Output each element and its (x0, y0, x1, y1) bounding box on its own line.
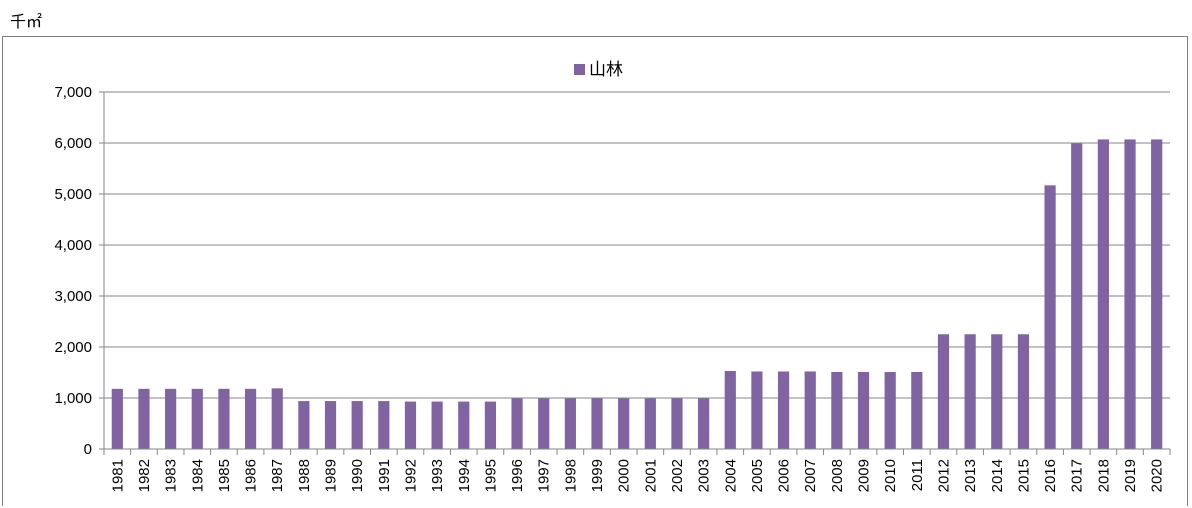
x-tick-label: 2018 (1095, 459, 1112, 492)
bar (138, 388, 150, 449)
bar (1151, 139, 1163, 449)
x-tick-label: 2003 (696, 459, 713, 492)
bar (591, 398, 603, 449)
bar (911, 371, 923, 449)
bar (618, 398, 630, 449)
bar (511, 398, 523, 449)
bar (1097, 139, 1109, 449)
bar (378, 401, 390, 449)
x-tick-label: 2004 (722, 459, 739, 492)
bar (538, 398, 550, 449)
bar (857, 371, 870, 449)
x-tick-label: 2011 (909, 459, 926, 491)
x-tick-label: 2020 (1149, 459, 1166, 492)
x-tick-label: 2013 (962, 459, 979, 492)
x-tick-label: 1986 (243, 459, 260, 492)
bar (191, 388, 203, 449)
x-tick-label: 2005 (749, 459, 766, 492)
bar (458, 401, 470, 449)
x-tick-label: 2009 (856, 459, 873, 492)
bar (991, 334, 1003, 449)
x-tick-label: 2002 (669, 459, 686, 492)
y-tick-label: 5,000 (54, 186, 92, 203)
x-tick-label: 2015 (1015, 459, 1032, 492)
x-tick-label: 2007 (802, 459, 819, 492)
bar (404, 401, 417, 449)
x-tick-label: 2001 (642, 459, 659, 492)
x-tick-label: 2019 (1122, 459, 1139, 492)
bar (244, 388, 257, 449)
x-tick-label: 1989 (323, 459, 340, 492)
x-tick-label: 1993 (429, 459, 446, 492)
x-tick-label: 1987 (269, 459, 286, 492)
y-tick-label: 7,000 (54, 84, 92, 101)
y-tick-label: 1,000 (54, 390, 92, 407)
x-tick-label: 1994 (456, 459, 473, 492)
chart-frame (2, 36, 1188, 506)
bar (777, 371, 790, 449)
bar (884, 371, 896, 449)
bar (751, 371, 763, 449)
bar (937, 334, 950, 449)
legend-swatch (574, 64, 585, 75)
bar (964, 334, 976, 449)
y-axis-unit-label: 千㎡ (10, 12, 43, 31)
y-tick-label: 6,000 (54, 135, 92, 152)
bar (1017, 334, 1030, 449)
legend-label: 山林 (589, 60, 623, 80)
x-tick-label: 1998 (562, 459, 579, 492)
bar (1044, 185, 1056, 449)
bar (564, 398, 576, 449)
bar (218, 388, 230, 449)
x-tick-label: 1982 (136, 459, 153, 492)
y-tick-label: 0 (84, 441, 92, 458)
x-tick-label: 2012 (935, 459, 952, 492)
x-tick-label: 1981 (109, 459, 126, 492)
bar (644, 398, 656, 449)
bar (324, 401, 337, 449)
x-tick-label: 2006 (776, 459, 793, 492)
x-tick-label: 1985 (216, 459, 233, 492)
x-tick-label: 1999 (589, 459, 606, 492)
bar (698, 398, 710, 449)
x-tick-label: 1983 (163, 459, 180, 492)
bar (1124, 139, 1136, 449)
x-tick-label: 1996 (509, 459, 526, 492)
x-tick-label: 2008 (829, 459, 846, 492)
x-tick-label: 2016 (1042, 459, 1059, 492)
bar (351, 401, 363, 449)
y-tick-label: 3,000 (54, 288, 92, 305)
bar (298, 401, 310, 449)
x-tick-label: 2014 (989, 459, 1006, 492)
bar (724, 370, 736, 449)
x-tick-label: 2017 (1069, 459, 1086, 492)
x-tick-label: 1995 (482, 459, 499, 492)
x-tick-label: 1990 (349, 459, 366, 492)
y-tick-label: 4,000 (54, 237, 92, 254)
y-tick-label: 2,000 (54, 339, 92, 356)
x-tick-label: 1992 (402, 459, 419, 492)
bar (804, 371, 816, 449)
bar (1071, 143, 1083, 449)
x-tick-label: 1988 (296, 459, 313, 492)
x-tick-label: 1997 (536, 459, 553, 492)
bar (111, 388, 123, 449)
bar (671, 398, 683, 449)
x-tick-label: 1991 (376, 459, 393, 492)
x-tick-label: 2000 (616, 459, 633, 492)
bar (484, 401, 497, 449)
bar (831, 371, 843, 449)
x-tick-label: 2010 (882, 459, 899, 492)
x-tick-label: 1984 (189, 459, 206, 492)
bar (431, 401, 443, 449)
bar (271, 388, 283, 449)
bar (165, 388, 177, 449)
